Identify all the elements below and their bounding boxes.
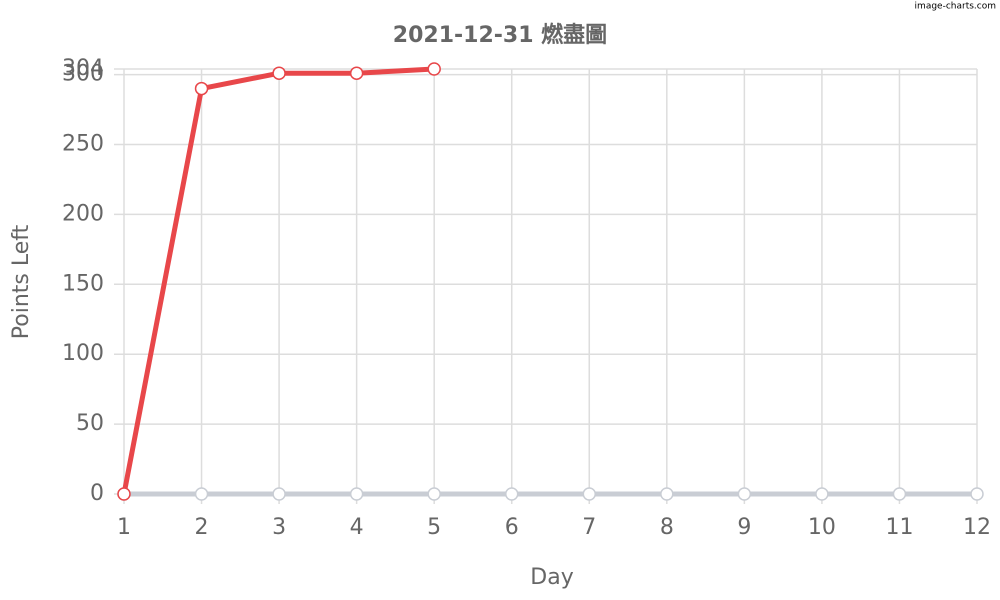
point bbox=[349, 487, 364, 501]
point bbox=[504, 487, 519, 501]
chart-title: 2021-12-31 燃盡圖 bbox=[393, 22, 607, 48]
point bbox=[892, 487, 907, 501]
y-tick-label: 50 bbox=[76, 411, 104, 436]
point bbox=[194, 487, 209, 501]
y-tick-label: 100 bbox=[62, 341, 104, 366]
y-tick-label: 150 bbox=[62, 271, 104, 296]
point bbox=[582, 487, 597, 501]
x-tick-label: 5 bbox=[427, 515, 441, 540]
x-tick-label: 11 bbox=[885, 515, 913, 540]
x-tick-label: 1 bbox=[117, 515, 131, 540]
y-tick-label: 300 bbox=[62, 62, 104, 87]
point bbox=[970, 487, 984, 501]
point bbox=[272, 66, 286, 80]
x-tick-label: 4 bbox=[350, 515, 364, 540]
point bbox=[427, 62, 441, 76]
x-tick-label: 9 bbox=[737, 515, 751, 540]
y-tick-label: 200 bbox=[62, 201, 104, 226]
y-tick-label: 0 bbox=[90, 481, 104, 506]
x-tick-label: 7 bbox=[582, 515, 596, 540]
x-tick-label: 6 bbox=[505, 515, 519, 540]
y-tick-label: 304 bbox=[62, 56, 104, 81]
x-axis-label: Day bbox=[530, 565, 573, 590]
x-tick-label: 2 bbox=[195, 515, 209, 540]
point bbox=[815, 487, 829, 501]
point bbox=[427, 487, 441, 501]
point bbox=[349, 66, 364, 80]
point bbox=[194, 81, 209, 96]
watermark: image-charts.com bbox=[915, 2, 996, 12]
point bbox=[660, 487, 674, 501]
point bbox=[737, 487, 752, 501]
x-tick-label: 12 bbox=[963, 515, 991, 540]
point bbox=[117, 487, 131, 501]
point bbox=[272, 487, 286, 501]
y-tick-label: 250 bbox=[62, 131, 104, 156]
x-tick-label: 10 bbox=[808, 515, 836, 540]
y-axis-label: Points Left bbox=[9, 224, 34, 339]
x-tick-label: 3 bbox=[272, 515, 286, 540]
x-tick-label: 8 bbox=[660, 515, 674, 540]
